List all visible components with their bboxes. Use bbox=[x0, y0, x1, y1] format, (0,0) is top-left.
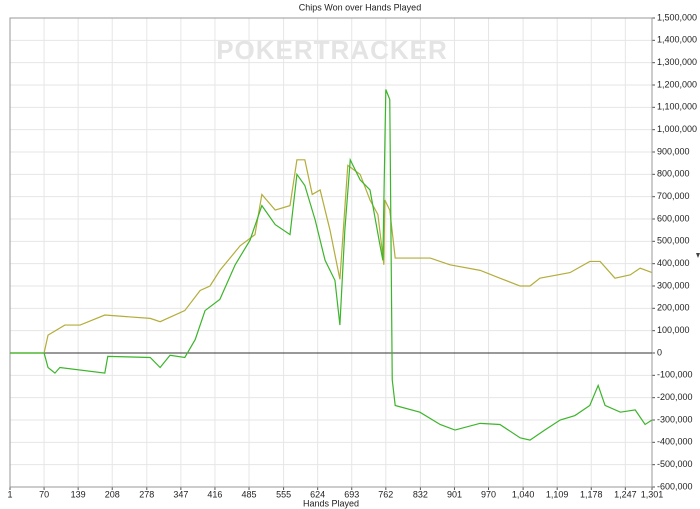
x-axis-label: Hands Played bbox=[303, 498, 359, 508]
x-tick-label: 832 bbox=[413, 489, 428, 499]
x-tick-label: 1,040 bbox=[512, 489, 535, 499]
x-tick-label: 278 bbox=[139, 489, 154, 499]
x-tick-label: 762 bbox=[378, 489, 393, 499]
y-tick-label: 1,300,000 bbox=[657, 57, 697, 67]
y-tick-label: 400,000 bbox=[657, 258, 690, 268]
y-tick-label: 1,500,000 bbox=[657, 12, 697, 22]
y-tick-label: 300,000 bbox=[657, 280, 690, 290]
x-tick-label: 485 bbox=[242, 489, 257, 499]
x-tick-label: 1,247 bbox=[614, 489, 637, 499]
y-tick-label: 1,000,000 bbox=[657, 124, 697, 134]
x-tick-label: 555 bbox=[276, 489, 291, 499]
chart-title: Chips Won over Hands Played bbox=[299, 2, 421, 12]
y-tick-label: 1,200,000 bbox=[657, 79, 697, 89]
x-tick-label: 1,178 bbox=[580, 489, 603, 499]
scroll-arrow[interactable] bbox=[696, 253, 700, 258]
y-tick-label: 700,000 bbox=[657, 191, 690, 201]
x-tick-label: 347 bbox=[173, 489, 188, 499]
x-tick-label: 970 bbox=[481, 489, 496, 499]
plot-frame bbox=[9, 17, 653, 488]
y-tick-label: 100,000 bbox=[657, 325, 690, 335]
y-tick-label: 1,100,000 bbox=[657, 102, 697, 112]
x-tick-label: 70 bbox=[39, 489, 49, 499]
y-tick-label: -400,000 bbox=[657, 437, 693, 447]
y-tick-label: 600,000 bbox=[657, 213, 690, 223]
y-tick-label: 500,000 bbox=[657, 236, 690, 246]
series-line bbox=[10, 159, 653, 354]
x-tick-label: 139 bbox=[71, 489, 86, 499]
x-tick-label: 693 bbox=[344, 489, 359, 499]
y-tick-label: 200,000 bbox=[657, 303, 690, 313]
y-tick-label: 1,400,000 bbox=[657, 35, 697, 45]
y-tick-label: 900,000 bbox=[657, 146, 690, 156]
x-tick-label: 1,301 bbox=[641, 489, 664, 499]
y-tick-label: -100,000 bbox=[657, 370, 693, 380]
y-tick-label: 0 bbox=[657, 347, 662, 357]
y-tick-label: -600,000 bbox=[657, 481, 693, 491]
series-line bbox=[10, 89, 653, 441]
y-tick-label: -200,000 bbox=[657, 392, 693, 402]
x-tick-label: 624 bbox=[310, 489, 325, 499]
y-tick-label: 800,000 bbox=[657, 169, 690, 179]
y-tick-label: -500,000 bbox=[657, 459, 693, 469]
x-tick-label: 416 bbox=[207, 489, 222, 499]
watermark: POKERTRACKER bbox=[216, 35, 448, 65]
y-tick-label: -300,000 bbox=[657, 414, 693, 424]
x-tick-label: 901 bbox=[447, 489, 462, 499]
x-tick-label: 1,109 bbox=[546, 489, 569, 499]
x-tick-label: 208 bbox=[105, 489, 120, 499]
x-tick-label: 1 bbox=[7, 489, 12, 499]
